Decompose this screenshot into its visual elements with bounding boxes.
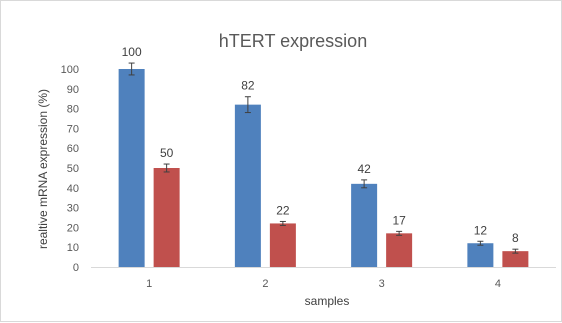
y-tick-label: 60: [67, 143, 79, 155]
data-label: 8: [512, 231, 519, 245]
bar-series-2-sample-1: [153, 168, 180, 267]
bar-series-1-sample-1: [118, 69, 145, 267]
y-tick-label: 90: [67, 84, 79, 96]
error-bar: [477, 240, 484, 246]
x-tick-label: 3: [379, 278, 385, 290]
y-tick-label: 80: [67, 104, 79, 116]
chart-title: hTERT expression: [219, 31, 367, 51]
bar-series-2-sample-4: [502, 251, 529, 267]
y-tick-label: 20: [67, 222, 79, 234]
error-bars-group: [128, 62, 519, 254]
y-tick-label: 0: [73, 262, 79, 274]
y-tick-label: 10: [67, 242, 79, 254]
error-bar: [361, 179, 368, 189]
error-bar: [512, 248, 519, 254]
x-tick-label: 1: [146, 278, 152, 290]
y-tick-label: 50: [67, 163, 79, 175]
error-bar: [279, 220, 286, 226]
data-label: 100: [122, 45, 142, 59]
x-axis: 1 2 3 4: [91, 267, 556, 290]
y-tick-label: 70: [67, 123, 79, 135]
data-label: 50: [160, 146, 174, 160]
data-label: 12: [474, 223, 488, 237]
data-label: 17: [392, 213, 406, 227]
error-bar: [163, 163, 170, 173]
error-bar: [128, 62, 135, 76]
y-axis: 0 10 20 30 40 50 60 70 80 90 100: [61, 64, 79, 274]
y-tick-label: 40: [67, 183, 79, 195]
y-tick-label: 30: [67, 203, 79, 215]
error-bar: [396, 230, 403, 236]
bar-series-1-sample-3: [351, 183, 378, 267]
y-axis-title: realtive mRNA expression (%): [36, 89, 50, 249]
bar-series-2-sample-3: [386, 233, 413, 267]
x-tick-label: 2: [262, 278, 268, 290]
bar-series-1-sample-2: [234, 104, 261, 267]
data-labels-group: 100 50 82 22 42 17 12 8: [122, 45, 519, 245]
x-tick-label: 4: [495, 278, 501, 290]
x-axis-title: samples: [305, 294, 350, 308]
data-label: 42: [357, 162, 371, 176]
bars-group: [118, 69, 529, 267]
y-tick-label: 100: [61, 64, 79, 76]
data-label: 82: [241, 79, 255, 93]
data-label: 22: [276, 203, 290, 217]
bar-series-2-sample-2: [269, 223, 296, 267]
error-bar: [244, 96, 251, 114]
bar-series-1-sample-4: [467, 243, 494, 267]
